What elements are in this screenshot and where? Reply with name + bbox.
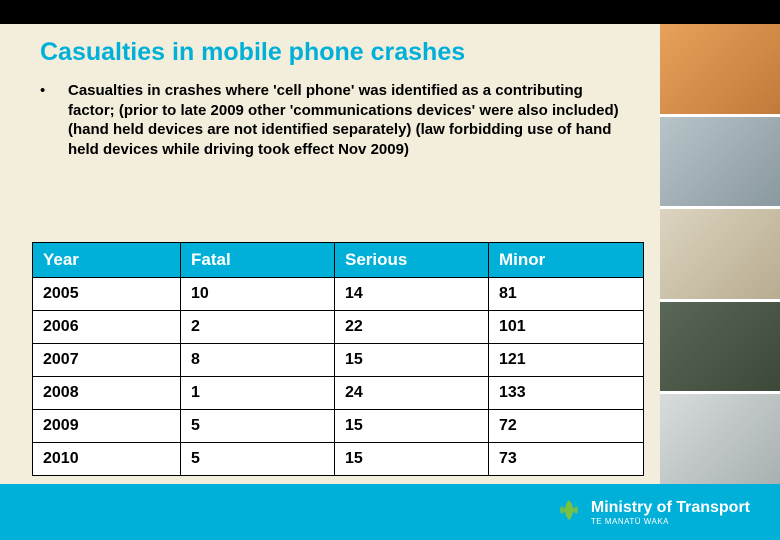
cell: 133 (489, 377, 644, 410)
table-row: 2007 8 15 121 (33, 344, 644, 377)
table-row: 2009 5 15 72 (33, 410, 644, 443)
footer-bar: Ministry of Transport TE MANATŪ WAKA (0, 484, 780, 540)
col-fatal: Fatal (181, 243, 335, 278)
cell: 5 (181, 443, 335, 476)
casualties-table: Year Fatal Serious Minor 2005 10 14 81 2… (32, 242, 644, 476)
cell: 24 (335, 377, 489, 410)
side-image-strip (660, 24, 780, 484)
cell: 121 (489, 344, 644, 377)
top-bar (0, 0, 780, 24)
thumb-image (660, 209, 780, 299)
footer-org-name: Ministry of Transport (591, 499, 750, 516)
slide-title: Casualties in mobile phone crashes (40, 38, 660, 67)
cell: 2007 (33, 344, 181, 377)
col-serious: Serious (335, 243, 489, 278)
table-row: 2008 1 24 133 (33, 377, 644, 410)
thumb-image (660, 24, 780, 114)
cell: 15 (335, 344, 489, 377)
cell: 15 (335, 410, 489, 443)
content-area: Casualties in mobile phone crashes • Cas… (0, 24, 660, 484)
leaf-icon (555, 496, 583, 529)
bullet-text: Casualties in crashes where 'cell phone'… (68, 81, 630, 159)
cell: 8 (181, 344, 335, 377)
thumb-image (660, 394, 780, 484)
bullet-marker: • (40, 81, 68, 99)
thumb-image (660, 117, 780, 207)
thumb-image (660, 302, 780, 392)
cell: 14 (335, 278, 489, 311)
col-year: Year (33, 243, 181, 278)
cell: 2008 (33, 377, 181, 410)
cell: 81 (489, 278, 644, 311)
cell: 2005 (33, 278, 181, 311)
cell: 22 (335, 311, 489, 344)
table-row: 2005 10 14 81 (33, 278, 644, 311)
footer-text: Ministry of Transport TE MANATŪ WAKA (591, 499, 750, 526)
cell: 2009 (33, 410, 181, 443)
table-row: 2010 5 15 73 (33, 443, 644, 476)
table-body: 2005 10 14 81 2006 2 22 101 2007 8 15 12… (33, 278, 644, 476)
cell: 5 (181, 410, 335, 443)
cell: 15 (335, 443, 489, 476)
slide: Casualties in mobile phone crashes • Cas… (0, 0, 780, 540)
bullet-item: • Casualties in crashes where 'cell phon… (40, 81, 660, 159)
col-minor: Minor (489, 243, 644, 278)
cell: 73 (489, 443, 644, 476)
cell: 1 (181, 377, 335, 410)
cell: 10 (181, 278, 335, 311)
cell: 72 (489, 410, 644, 443)
table-header-row: Year Fatal Serious Minor (33, 243, 644, 278)
cell: 2010 (33, 443, 181, 476)
cell: 2006 (33, 311, 181, 344)
table-row: 2006 2 22 101 (33, 311, 644, 344)
footer-org-sub: TE MANATŪ WAKA (591, 517, 750, 526)
cell: 2 (181, 311, 335, 344)
footer-logo: Ministry of Transport TE MANATŪ WAKA (555, 496, 750, 529)
cell: 101 (489, 311, 644, 344)
